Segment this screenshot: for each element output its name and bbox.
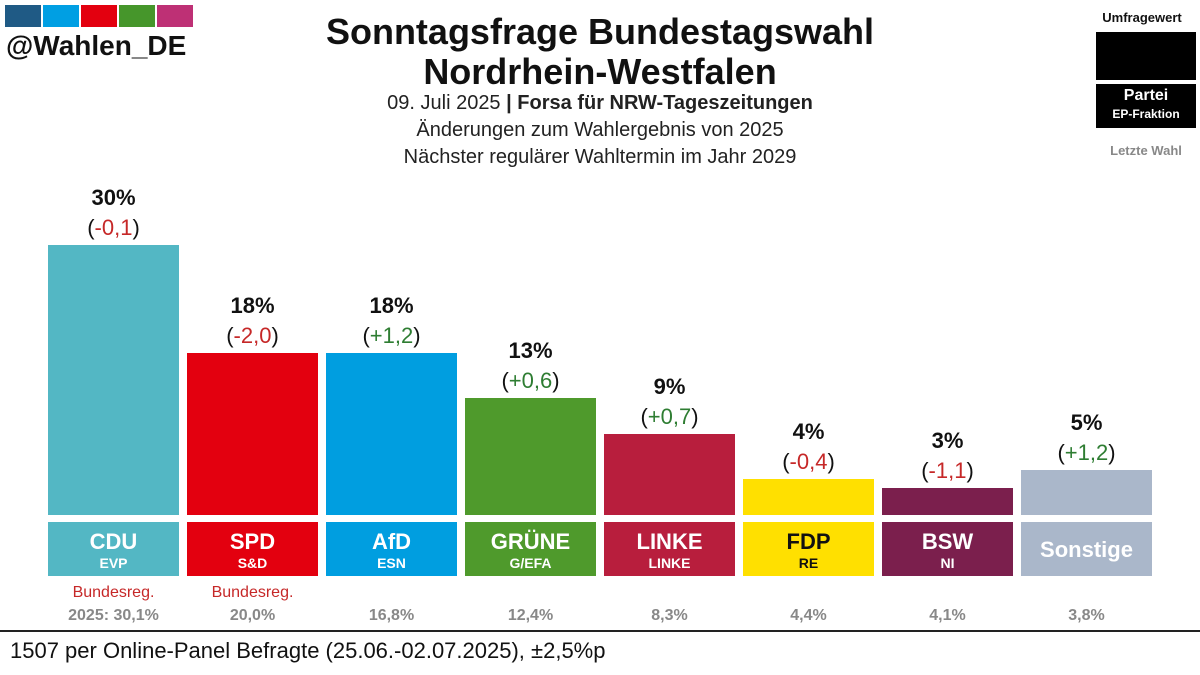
legend-value-label: Umfragewert [1102, 10, 1182, 25]
party-name: BSW [922, 529, 974, 554]
party-name: AfD [372, 529, 411, 554]
party-label-box [48, 522, 179, 576]
party-name: SPD [230, 529, 275, 554]
poll-source: Forsa für NRW-Tageszeitungen [517, 92, 813, 114]
value-label: 30% [91, 185, 135, 210]
bar [326, 353, 457, 515]
legend-last-label: Letzte Wahl [1110, 143, 1182, 158]
change-label: (+1,2) [362, 323, 420, 348]
party-label-box [882, 522, 1013, 576]
party-faction: G/EFA [509, 555, 551, 571]
chart-title-region: Nordrhein-Westfalen [423, 51, 777, 92]
party-label-box [187, 522, 318, 576]
bar [604, 434, 735, 515]
party-faction: RE [799, 555, 818, 571]
change-label: (-0,1) [87, 215, 140, 240]
last-result: 4,4% [790, 607, 826, 624]
change-label: (+0,6) [501, 368, 559, 393]
last-result: 4,1% [929, 607, 965, 624]
changes-note: Änderungen zum Wahlergebnis von 2025 [416, 119, 784, 141]
government-tag: Bundesreg. [212, 584, 294, 601]
party-label-box [604, 522, 735, 576]
party-faction: LINKE [649, 555, 691, 571]
bar [48, 245, 179, 515]
bar [1021, 470, 1152, 515]
bar [743, 479, 874, 515]
last-result: 12,4% [508, 607, 553, 624]
party-label-box [465, 522, 596, 576]
value-label: 13% [508, 338, 552, 363]
logo-block [5, 5, 41, 27]
party-label-box [326, 522, 457, 576]
value-label: 18% [369, 293, 413, 318]
party-faction: ESN [377, 555, 406, 571]
chart-title: Sonntagsfrage Bundestagswahl [325, 11, 875, 52]
government-tag: Bundesreg. [73, 584, 155, 601]
logo-block [81, 5, 117, 27]
last-result: 2025: 30,1% [68, 607, 159, 624]
party-label-box [1021, 522, 1152, 576]
value-label: 9% [654, 374, 686, 399]
party-faction: NI [941, 555, 955, 571]
next-election-note: Nächster regulärer Wahltermin im Jahr 20… [403, 146, 797, 168]
legend-faction-label: EP-Fraktion [1112, 107, 1180, 121]
value-label: 5% [1071, 410, 1103, 435]
change-label: (-0,4) [782, 449, 835, 474]
party-name: LINKE [637, 529, 703, 554]
last-result: 16,8% [369, 607, 414, 624]
footer-note: 1507 per Online-Panel Befragte (25.06.-0… [10, 638, 606, 663]
party-faction: EVP [99, 555, 127, 571]
value-label: 3% [932, 428, 964, 453]
poll-date: 09. Juli 2025 [387, 92, 501, 114]
last-result: 8,3% [651, 607, 687, 624]
party-name: GRÜNE [491, 529, 570, 554]
value-label: 18% [230, 293, 274, 318]
logo-block [157, 5, 193, 27]
bar [187, 353, 318, 515]
subtitle-separator: | [506, 92, 512, 114]
change-label: (+0,7) [640, 404, 698, 429]
brand-logo-strip [5, 5, 193, 27]
change-label: (-2,0) [226, 323, 279, 348]
party-name: CDU [90, 529, 138, 554]
subtitle-date-source: 09. Juli 2025 | Forsa für NRW-Tageszeitu… [0, 90, 1200, 116]
change-label: (-1,1) [921, 458, 974, 483]
legend-value-swatch [1096, 32, 1196, 80]
last-result: 20,0% [230, 607, 275, 624]
legend-party-box: Partei EP-Fraktion [1096, 84, 1196, 128]
logo-block [43, 5, 79, 27]
brand-handle: @Wahlen_DE [6, 30, 187, 61]
last-result: 3,8% [1068, 607, 1104, 624]
party-name: Sonstige [1040, 537, 1133, 562]
party-name: FDP [787, 529, 831, 554]
change-label: (+1,2) [1057, 440, 1115, 465]
bar [882, 488, 1013, 515]
logo-block [119, 5, 155, 27]
party-faction: S&D [238, 555, 268, 571]
party-label-box [743, 522, 874, 576]
value-label: 4% [793, 419, 825, 444]
footer-divider [0, 630, 1200, 632]
legend-party-label: Partei [1123, 87, 1169, 104]
bar [465, 398, 596, 515]
